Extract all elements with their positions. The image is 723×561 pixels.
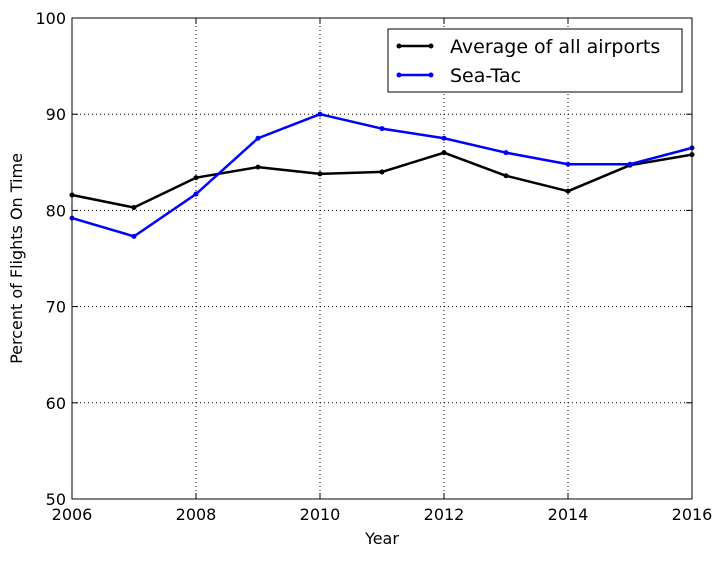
y-tick-label: 80 (46, 201, 66, 220)
data-point-series-1 (255, 164, 261, 170)
legend-box (387, 28, 683, 93)
x-tick-label: 2014 (548, 505, 589, 524)
data-point-series-2 (441, 135, 447, 141)
y-tick-label: 100 (35, 9, 66, 28)
y-tick-label: 90 (46, 105, 66, 124)
x-tick-label: 2012 (424, 505, 465, 524)
y-tick-label: 60 (46, 394, 66, 413)
x-tick-label: 2016 (672, 505, 713, 524)
data-point-series-2 (503, 150, 509, 156)
data-point-series-1 (441, 150, 447, 156)
x-tick-label: 2010 (300, 505, 341, 524)
legend-marker (396, 72, 402, 78)
legend-marker (428, 72, 434, 78)
legend: Average of all airports Sea-Tac (387, 28, 683, 93)
legend-label-1: Average of all airports (450, 36, 660, 58)
data-point-series-2 (379, 126, 385, 132)
data-point-series-1 (193, 175, 199, 181)
data-point-series-2 (627, 161, 633, 167)
data-point-series-2 (131, 233, 137, 239)
data-point-series-2 (565, 161, 571, 167)
legend-label-2: Sea-Tac (450, 65, 521, 87)
data-point-series-2 (255, 135, 261, 141)
y-axis-label: Percent of Flights On Time (7, 153, 26, 364)
series-layer (69, 111, 695, 239)
tick-layer: 2006 2008 2010 2012 2014 2016 50 60 70 80 90 100 (35, 9, 712, 524)
y-tick-label: 50 (46, 490, 66, 509)
y-tick-label: 70 (46, 298, 66, 317)
series-line-2 (71, 112, 693, 238)
data-point-series-1 (131, 205, 137, 211)
x-tick-label: 2008 (176, 505, 217, 524)
data-point-series-1 (379, 169, 385, 175)
data-point-series-2 (193, 191, 199, 197)
legend-marker (396, 43, 402, 49)
data-point-series-1 (565, 188, 571, 194)
x-axis-label: Year (364, 529, 399, 548)
data-point-series-2 (317, 111, 323, 117)
data-point-series-1 (503, 173, 509, 179)
x-tick-label: 2006 (52, 505, 93, 524)
series-line-1 (71, 151, 693, 209)
data-point-series-1 (317, 171, 323, 177)
legend-marker (428, 43, 434, 49)
plot-area-frame (71, 17, 693, 500)
